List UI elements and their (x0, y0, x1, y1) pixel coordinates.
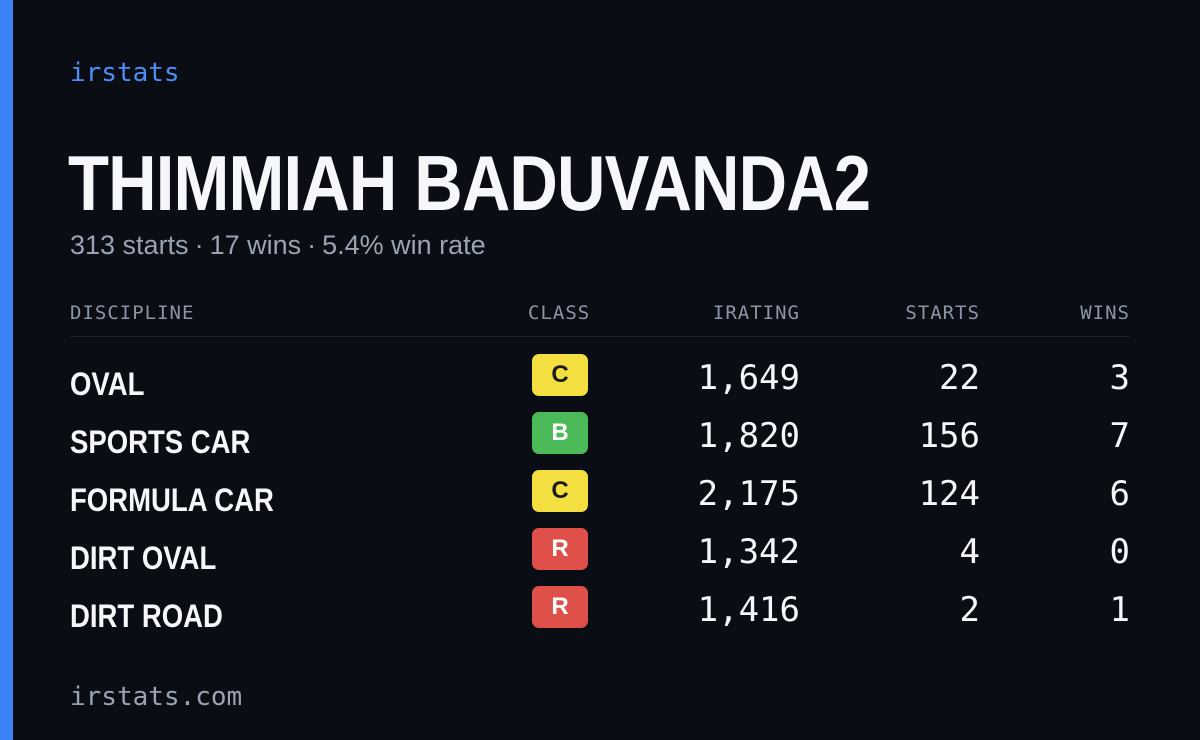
class-badge: C (532, 470, 588, 512)
table-row-dirt-road: DIRT ROAD R 1,416 2 1 (70, 586, 1130, 644)
summary-separator: · (307, 230, 317, 260)
summary-starts: 313 starts (70, 230, 189, 260)
column-header-discipline: DISCIPLINE (70, 302, 195, 324)
wins-value: 0 (1109, 532, 1130, 572)
starts-value: 2 (959, 590, 980, 630)
accent-bar (0, 0, 13, 740)
discipline-label: FORMULA CAR (70, 482, 274, 518)
summary-wins: 17 wins (209, 230, 302, 260)
table-header: DISCIPLINE CLASS IRATING STARTS WINS (70, 298, 1130, 337)
table-row-dirt-oval: DIRT OVAL R 1,342 4 0 (70, 528, 1130, 586)
irating-value: 2,175 (697, 474, 800, 514)
class-badge: R (532, 586, 588, 628)
column-header-wins: WINS (1080, 302, 1130, 324)
brand-logo-text: irstats (70, 58, 180, 88)
wins-value: 1 (1109, 590, 1130, 630)
column-header-irating: IRATING (712, 302, 800, 324)
discipline-label: SPORTS CAR (70, 424, 251, 460)
starts-value: 156 (918, 416, 980, 456)
starts-value: 124 (918, 474, 980, 514)
irating-value: 1,820 (697, 416, 800, 456)
table-row-oval: OVAL C 1,649 22 3 (70, 354, 1130, 412)
column-header-class: CLASS (528, 302, 591, 324)
discipline-label: OVAL (70, 366, 145, 402)
irating-value: 1,649 (697, 358, 800, 398)
starts-value: 4 (959, 532, 980, 572)
column-header-starts: STARTS (905, 302, 980, 324)
footer-url: irstats.com (70, 682, 243, 712)
table-row-sports-car: SPORTS CAR B 1,820 156 7 (70, 412, 1130, 470)
driver-name: THIMMIAH BADUVANDA2 (68, 139, 871, 227)
summary-separator: · (194, 230, 204, 260)
wins-value: 7 (1109, 416, 1130, 456)
class-badge: B (532, 412, 588, 454)
wins-value: 6 (1109, 474, 1130, 514)
discipline-label: DIRT ROAD (70, 598, 223, 634)
class-badge: R (532, 528, 588, 570)
starts-value: 22 (939, 358, 980, 398)
irating-value: 1,416 (697, 590, 800, 630)
discipline-label: DIRT OVAL (70, 540, 217, 576)
summary-win-rate: 5.4% win rate (322, 230, 486, 260)
class-badge: C (532, 354, 588, 396)
irating-value: 1,342 (697, 532, 800, 572)
table-row-formula-car: FORMULA CAR C 2,175 124 6 (70, 470, 1130, 528)
driver-summary: 313 starts · 17 wins · 5.4% win rate (70, 228, 486, 262)
wins-value: 3 (1109, 358, 1130, 398)
